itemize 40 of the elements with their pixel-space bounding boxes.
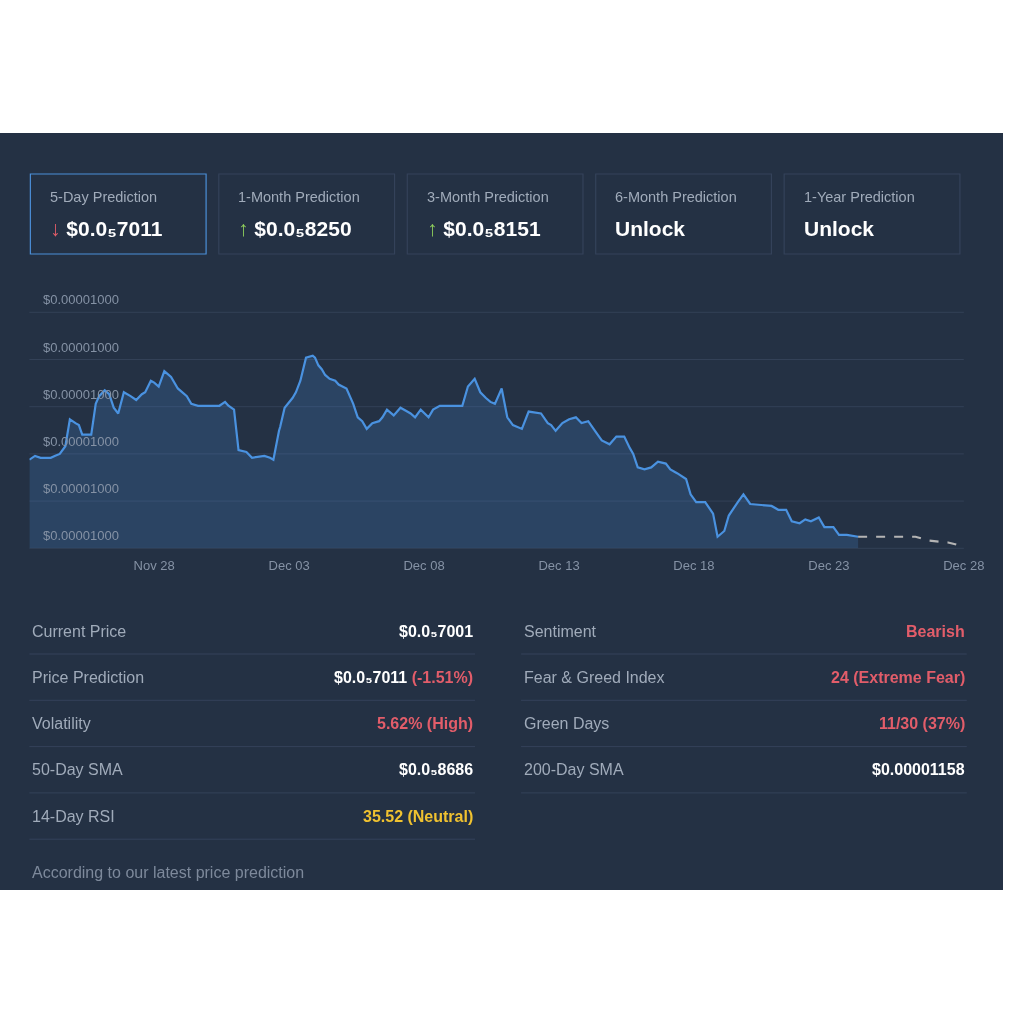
x-tick-label: Dec 18 — [673, 558, 715, 574]
text: ↑ $0.0₅8151 — [427, 217, 541, 240]
category-label: 6-Month Prediction — [615, 189, 737, 205]
text: $0.00001000 — [43, 340, 119, 355]
x-tick-label: Dec 23 — [808, 558, 850, 574]
category-label: Fear & Greed Index — [524, 669, 665, 686]
category-label: Green Days — [524, 715, 610, 732]
text: 35.52 (Neutral) — [363, 808, 474, 825]
text: $0.00001158 — [872, 761, 965, 778]
text: $0.0₅8686 — [399, 761, 474, 778]
annotation: $0.00001000 — [43, 481, 119, 496]
text: ↓ $0.0₅7011 — [50, 217, 163, 240]
text: 24 (Extreme Fear) — [831, 669, 966, 686]
category-label: 200-Day SMA — [524, 761, 624, 778]
text: According to our latest price prediction — [32, 864, 305, 881]
text: $0.0₅7011 (-1.51%) — [334, 669, 473, 686]
category-label: Price Prediction — [32, 669, 145, 686]
text: 5.62% (High) — [377, 715, 474, 732]
text: ↑ $0.0₅8250 — [238, 217, 352, 240]
x-tick-label: Dec 03 — [268, 558, 310, 574]
category-label: 50-Day SMA — [32, 761, 124, 778]
text: $0.0₅7001 — [399, 623, 474, 640]
x-tick-label: Dec 13 — [538, 558, 580, 574]
category-label: 14-Day RSI — [32, 808, 115, 825]
category-label: Current Price — [32, 623, 127, 640]
category-label: Sentiment — [524, 623, 597, 640]
x-tick-label: Dec 28 — [943, 558, 985, 574]
x-tick-label: Dec 08 — [403, 558, 445, 574]
text: 11/30 (37%) — [879, 715, 966, 732]
text: $0.00001000 — [43, 292, 119, 307]
text: Unlock — [804, 217, 875, 240]
category-label: 1-Month Prediction — [238, 189, 360, 205]
annotation: $0.00001000 — [43, 528, 119, 543]
category-label: 3-Month Prediction — [427, 189, 549, 205]
x-tick-label: Nov 28 — [133, 558, 175, 574]
text: Unlock — [615, 217, 686, 240]
text: Bearish — [906, 623, 965, 640]
category-label: 5-Day Prediction — [50, 189, 158, 205]
category-label: 1-Year Prediction — [804, 189, 915, 205]
category-label: Volatility — [32, 715, 91, 732]
